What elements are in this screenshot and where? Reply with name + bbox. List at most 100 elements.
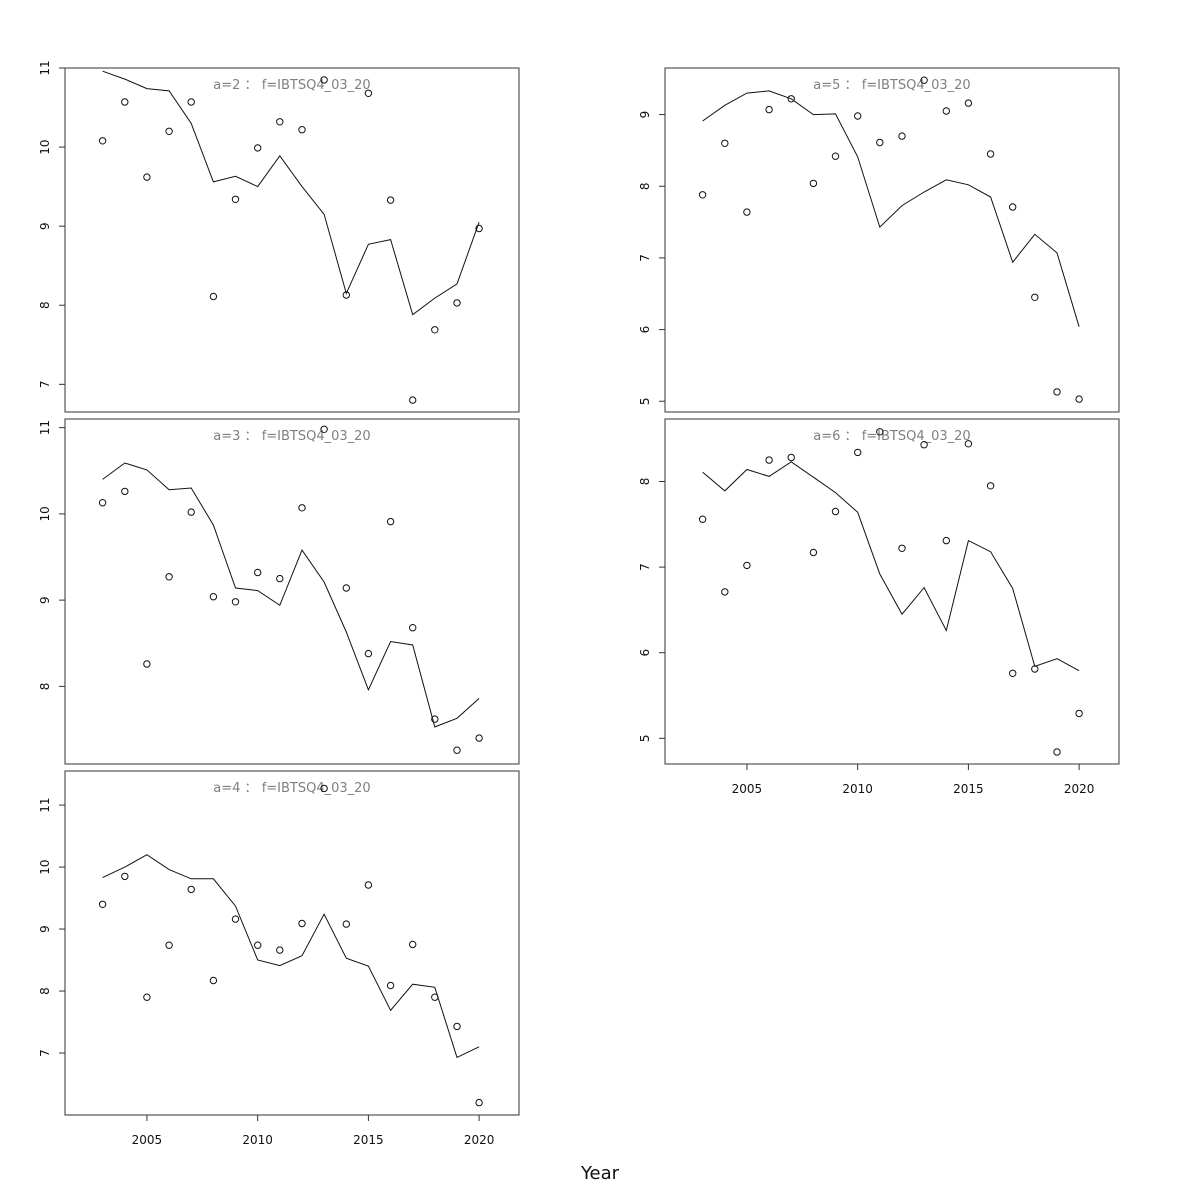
observed-point xyxy=(475,734,483,742)
observed-point xyxy=(787,453,795,462)
y-tick-label: 9 xyxy=(38,596,52,604)
observed-point xyxy=(765,105,773,114)
observed-point xyxy=(342,920,350,928)
observed-point xyxy=(698,515,707,523)
observed-point xyxy=(831,507,840,516)
fitted-line xyxy=(102,462,480,728)
observed-point xyxy=(320,425,328,433)
observed-point xyxy=(809,179,818,188)
plot-frame xyxy=(64,418,520,765)
panel-3: a=4 ： f=IBTSQ4_03_20 7 8 9 10 11 2005 2010 2015 2… xyxy=(38,770,520,1147)
fitted-line xyxy=(702,461,1080,672)
observed-point xyxy=(876,428,884,436)
observed-point xyxy=(187,508,195,516)
observed-point xyxy=(187,98,195,106)
observed-point xyxy=(431,326,439,334)
observed-point xyxy=(364,89,373,98)
plot-frame xyxy=(664,418,1120,765)
observed-point xyxy=(165,941,173,949)
observed-point xyxy=(143,660,151,668)
x-tick-label: 2020 xyxy=(464,1133,495,1147)
observed-point xyxy=(698,191,707,199)
y-tick-label: 8 xyxy=(638,478,652,486)
observed-point xyxy=(721,139,729,148)
y-tick-label: 7 xyxy=(638,563,652,571)
y-tick-label: 11 xyxy=(38,60,52,75)
y-tick-label: 8 xyxy=(638,182,652,190)
observed-point xyxy=(165,127,173,136)
observed-point xyxy=(386,196,395,204)
observed-point xyxy=(409,940,417,949)
observed-point xyxy=(876,138,884,147)
observed-point xyxy=(98,900,107,908)
y-tick-label: 5 xyxy=(638,397,652,405)
x-tick-label: 2015 xyxy=(953,782,984,796)
observed-point xyxy=(898,132,906,140)
observed-point xyxy=(809,548,818,557)
observed-point xyxy=(209,593,218,601)
observed-point xyxy=(942,107,950,115)
panel-title: a=3 ： f=IBTSQ4_03_20 xyxy=(213,429,370,444)
observed-point xyxy=(187,885,195,894)
panel-title: a=5 ： f=IBTSQ4_03_20 xyxy=(813,78,970,93)
y-tick-label: 9 xyxy=(38,222,52,230)
observed-point xyxy=(1053,388,1061,396)
y-tick-label: 10 xyxy=(38,139,52,154)
observed-point xyxy=(409,396,417,404)
observed-point xyxy=(342,291,350,299)
observed-point xyxy=(364,649,373,658)
y-tick-label: 8 xyxy=(38,301,52,309)
observed-point xyxy=(276,946,284,954)
panel-title: a=4 ： f=IBTSQ4_03_20 xyxy=(213,781,370,796)
observed-point xyxy=(743,561,751,570)
observed-point xyxy=(409,624,417,632)
observed-point xyxy=(964,99,973,107)
panel-title: a=6 ： f=IBTSQ4_03_20 xyxy=(813,429,970,444)
observed-point xyxy=(98,137,107,145)
observed-point xyxy=(298,126,306,134)
observed-point xyxy=(231,195,240,204)
observed-point xyxy=(143,993,151,1001)
observed-point xyxy=(743,208,751,216)
observed-point xyxy=(254,941,262,949)
panel-title: a=2 ： f=IBTSQ4_03_20 xyxy=(213,78,370,93)
observed-point xyxy=(431,993,439,1001)
plot-frame xyxy=(64,770,520,1116)
observed-point xyxy=(431,715,439,723)
observed-point xyxy=(364,881,373,889)
observed-point xyxy=(1009,669,1017,677)
observed-point xyxy=(453,746,461,754)
observed-point xyxy=(1031,665,1039,673)
y-tick-label: 9 xyxy=(38,925,52,933)
observed-point xyxy=(942,536,950,545)
observed-point xyxy=(898,544,906,552)
observed-point xyxy=(475,224,483,233)
observed-point xyxy=(298,504,306,512)
observed-point xyxy=(986,150,995,158)
observed-point xyxy=(320,784,328,793)
observed-point xyxy=(986,482,995,490)
observed-point xyxy=(209,292,218,301)
x-tick-label: 2010 xyxy=(242,1133,273,1147)
observed-point xyxy=(453,299,461,307)
x-tick-label: 2010 xyxy=(842,782,873,796)
y-tick-label: 8 xyxy=(38,683,52,691)
observed-point xyxy=(920,76,928,84)
y-tick-label: 7 xyxy=(38,381,52,389)
x-axis-label: Year xyxy=(580,1163,620,1184)
plot-frame xyxy=(664,67,1120,413)
observed-point xyxy=(964,440,973,448)
y-tick-label: 8 xyxy=(38,987,52,995)
observed-point xyxy=(276,574,284,583)
observed-point xyxy=(854,112,862,120)
fitted-line xyxy=(102,70,480,316)
observed-point xyxy=(721,588,729,596)
observed-point xyxy=(386,517,395,526)
panel-2: a=3 ： f=IBTSQ4_03_20 8 9 10 11 xyxy=(38,418,520,765)
panel-5: a=6 ： f=IBTSQ4_03_20 5 6 7 8 2005 2010 2015 2020 xyxy=(638,418,1120,796)
y-tick-label: 7 xyxy=(38,1049,52,1057)
observed-point xyxy=(765,456,773,464)
panel-4: a=5 ： f=IBTSQ4_03_20 5 6 7 8 9 xyxy=(638,67,1120,413)
y-tick-label: 11 xyxy=(38,797,52,812)
observed-point xyxy=(121,872,129,881)
